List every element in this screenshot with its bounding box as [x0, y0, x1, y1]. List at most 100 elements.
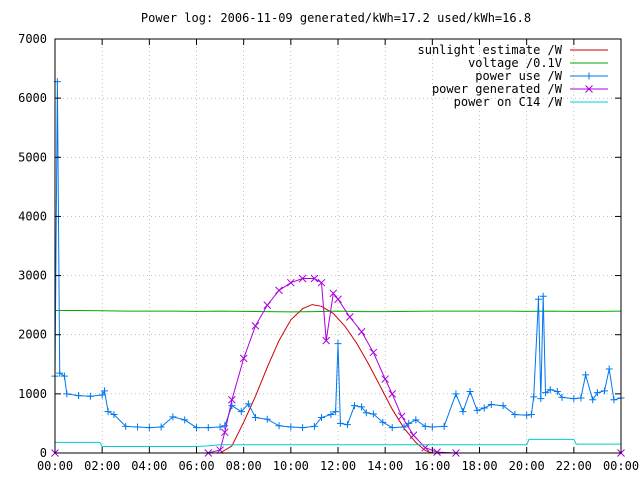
data-point	[275, 286, 283, 295]
data-point	[220, 428, 229, 437]
data-point	[336, 419, 344, 427]
data-point	[582, 371, 590, 379]
data-point	[287, 423, 295, 431]
data-point	[585, 72, 593, 80]
data-point	[452, 390, 460, 398]
x-tick-label: 18:00	[461, 459, 497, 473]
data-point	[299, 424, 307, 432]
data-point	[275, 422, 283, 430]
data-point	[216, 446, 224, 454]
data-point	[322, 336, 331, 345]
data-point	[216, 423, 224, 431]
grid	[55, 39, 621, 453]
data-point	[487, 401, 495, 409]
data-point	[251, 414, 259, 422]
data-point	[546, 386, 554, 394]
data-point	[553, 387, 561, 395]
data-point	[433, 448, 441, 456]
data-point	[181, 416, 189, 424]
legend-label: power use /W	[475, 69, 562, 83]
series-line	[55, 438, 621, 447]
x-tick-label: 02:00	[84, 459, 120, 473]
series-line	[219, 304, 621, 454]
data-point	[530, 393, 538, 401]
data-point	[539, 292, 547, 300]
data-point	[459, 408, 467, 416]
y-tick-label: 3000	[18, 269, 47, 283]
data-point	[605, 365, 613, 373]
data-point	[369, 348, 378, 357]
data-point	[537, 395, 545, 403]
x-tick-label: 04:00	[131, 459, 167, 473]
data-point	[610, 396, 618, 404]
y-tick-label: 5000	[18, 150, 47, 164]
data-point	[110, 411, 118, 419]
series-0	[219, 304, 621, 454]
data-point	[286, 278, 295, 287]
data-point	[332, 408, 340, 416]
series-line	[55, 310, 622, 313]
data-point	[75, 392, 83, 400]
data-point	[577, 394, 585, 402]
data-point	[237, 408, 245, 416]
data-point	[145, 424, 153, 432]
data-point	[351, 402, 359, 410]
series-layer	[51, 78, 625, 457]
data-point	[251, 321, 260, 330]
data-point	[157, 423, 165, 431]
data-point	[466, 387, 474, 395]
data-point	[421, 422, 429, 430]
data-point	[310, 274, 319, 283]
data-point	[358, 403, 366, 411]
data-point	[600, 387, 608, 395]
data-point	[56, 369, 64, 377]
series-4	[55, 438, 621, 447]
data-point	[228, 402, 236, 410]
x-tick-label: 10:00	[273, 459, 309, 473]
data-point	[527, 411, 535, 419]
data-point	[585, 85, 593, 93]
data-point	[388, 424, 396, 432]
data-point	[101, 387, 109, 395]
y-tick-label: 1000	[18, 387, 47, 401]
data-point	[327, 411, 335, 419]
x-tick-label: 00:00	[37, 459, 73, 473]
data-point	[589, 396, 597, 404]
data-point	[263, 415, 271, 423]
chart-title: Power log: 2006-11-09 generated/kWh=17.2…	[141, 11, 531, 25]
data-point	[440, 422, 448, 430]
data-point	[409, 431, 418, 440]
x-tick-label: 16:00	[414, 459, 450, 473]
y-tick-label: 7000	[18, 32, 47, 46]
legend-label: sunlight estimate /W	[418, 43, 563, 57]
data-point	[221, 422, 229, 430]
series-1	[55, 310, 622, 313]
data-point	[63, 390, 71, 398]
data-point	[60, 372, 68, 380]
x-tick-label: 14:00	[367, 459, 403, 473]
data-point	[362, 409, 370, 417]
data-point	[169, 413, 177, 421]
data-point	[193, 424, 200, 432]
data-point	[244, 400, 252, 408]
data-point	[397, 412, 406, 421]
y-tick-label: 0	[40, 446, 47, 460]
data-point	[570, 395, 578, 403]
data-point	[343, 421, 351, 429]
data-point	[388, 390, 397, 398]
data-point	[263, 301, 272, 309]
x-tick-label: 08:00	[226, 459, 262, 473]
data-point	[369, 410, 377, 418]
data-point	[334, 340, 342, 348]
y-tick-label: 2000	[18, 328, 47, 342]
x-tick-label: 00:00	[603, 459, 639, 473]
legend-label: voltage /0.1V	[468, 56, 562, 70]
data-point	[98, 391, 106, 399]
data-point	[298, 274, 307, 283]
data-point	[534, 295, 542, 303]
legend-label: power generated /W	[432, 82, 563, 96]
data-point	[400, 423, 408, 431]
y-tick-label: 4000	[18, 209, 47, 223]
